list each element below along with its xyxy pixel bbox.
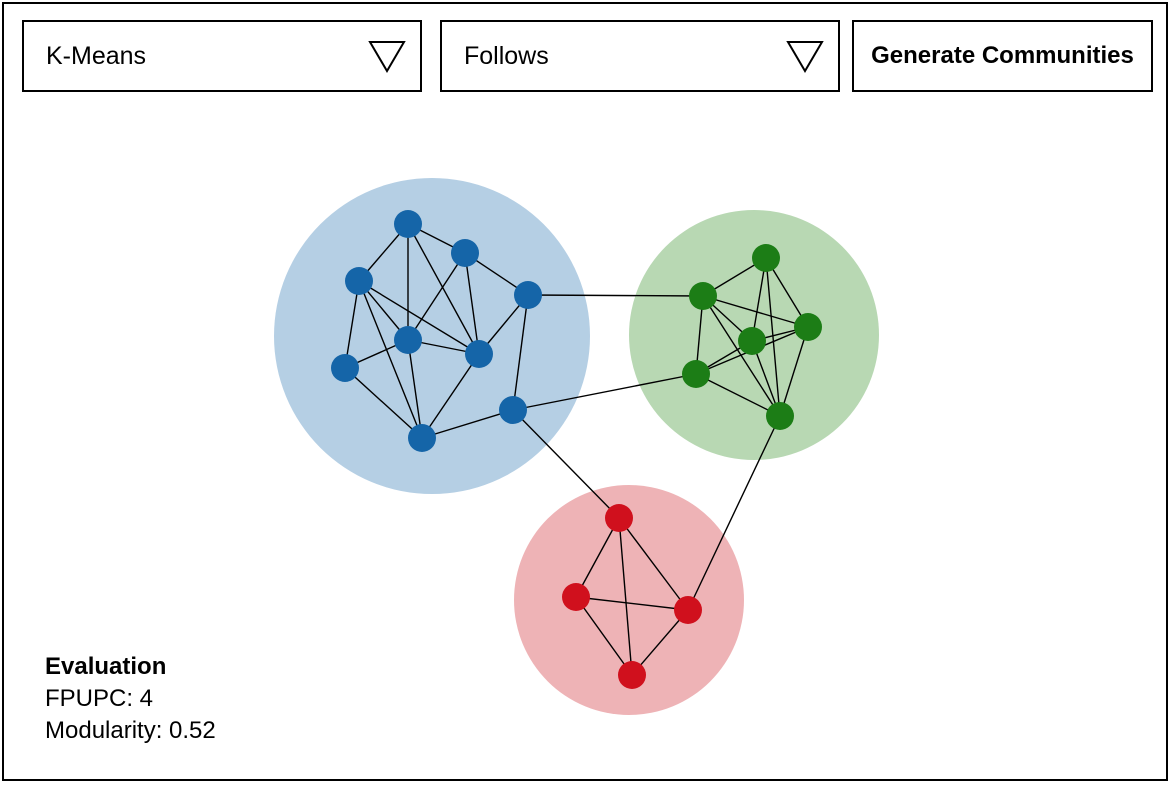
generate-communities-button[interactable]: Generate Communities	[852, 20, 1153, 92]
graph-edge-b6-b8	[421, 353, 480, 439]
graph-edge-g5-g6	[695, 373, 781, 417]
algorithm-dropdown[interactable]: K-Means	[22, 20, 422, 92]
graph-edge-g6-r3	[687, 415, 781, 611]
graph-edge-r1-r3	[618, 517, 689, 611]
graph-edge-r2-r4	[575, 596, 633, 676]
graph-node-g4[interactable]	[738, 327, 766, 355]
graph-edge-r3-r4	[631, 609, 689, 676]
relation-dropdown-value: Follows	[464, 42, 549, 70]
graph-node-b3[interactable]	[345, 267, 373, 295]
graph-edge-b4-b9	[512, 294, 529, 411]
graph-edge-r1-r4	[618, 517, 633, 676]
graph-edge-b8-b9	[421, 409, 514, 439]
graph-node-b5[interactable]	[394, 326, 422, 354]
triangle-down-icon	[786, 41, 824, 73]
graph-node-g3[interactable]	[794, 313, 822, 341]
graph-node-g2[interactable]	[689, 282, 717, 310]
graph-node-r2[interactable]	[562, 583, 590, 611]
graph-edge-r1-r2	[575, 517, 620, 598]
graph-node-g6[interactable]	[766, 402, 794, 430]
graph-edge-b3-b7	[344, 280, 360, 369]
evaluation-panel: Evaluation FPUPC: 4 Modularity: 0.52	[45, 651, 216, 747]
graph-node-b6[interactable]	[465, 340, 493, 368]
graph-edge-g1-g4	[751, 257, 767, 342]
algorithm-dropdown-value: K-Means	[46, 42, 147, 70]
graph-edge-b9-g5	[512, 373, 697, 411]
graph-edge-g1-g6	[765, 257, 781, 417]
graph-node-b7[interactable]	[331, 354, 359, 382]
graph-edge-b3-b6	[358, 280, 480, 355]
graph-edge-b5-b8	[407, 339, 423, 439]
graph-node-g5[interactable]	[682, 360, 710, 388]
graph-edge-g3-g6	[779, 326, 809, 417]
graph-node-b2[interactable]	[451, 239, 479, 267]
graph-node-r4[interactable]	[618, 661, 646, 689]
graph-node-b1[interactable]	[394, 210, 422, 238]
graph-edge-b9-r1	[512, 409, 620, 519]
graph-edge-b3-b8	[358, 280, 423, 439]
graph-node-b9[interactable]	[499, 396, 527, 424]
graph-node-b8[interactable]	[408, 424, 436, 452]
graph-node-r1[interactable]	[605, 504, 633, 532]
graph-edge-b1-b6	[407, 223, 480, 355]
graph-edge-b2-b5	[407, 252, 466, 341]
modularity-value: Modularity: 0.52	[45, 717, 216, 744]
graph-edge-r2-r3	[575, 596, 689, 611]
triangle-down-icon	[368, 41, 406, 73]
graph-node-b4[interactable]	[514, 281, 542, 309]
community-red-region	[514, 485, 744, 715]
relation-dropdown[interactable]: Follows	[440, 20, 840, 92]
graph-edge-b4-g2	[527, 294, 704, 297]
graph-edge-b2-b6	[464, 252, 480, 355]
graph-edge-b7-b8	[344, 367, 423, 439]
graph-node-g1[interactable]	[752, 244, 780, 272]
fpupc-value: FPUPC: 4	[45, 685, 154, 712]
graph-node-r3[interactable]	[674, 596, 702, 624]
evaluation-title: Evaluation	[45, 653, 167, 680]
graph-edge-g2-g3	[702, 295, 809, 328]
graph-edge-g2-g6	[702, 295, 781, 417]
